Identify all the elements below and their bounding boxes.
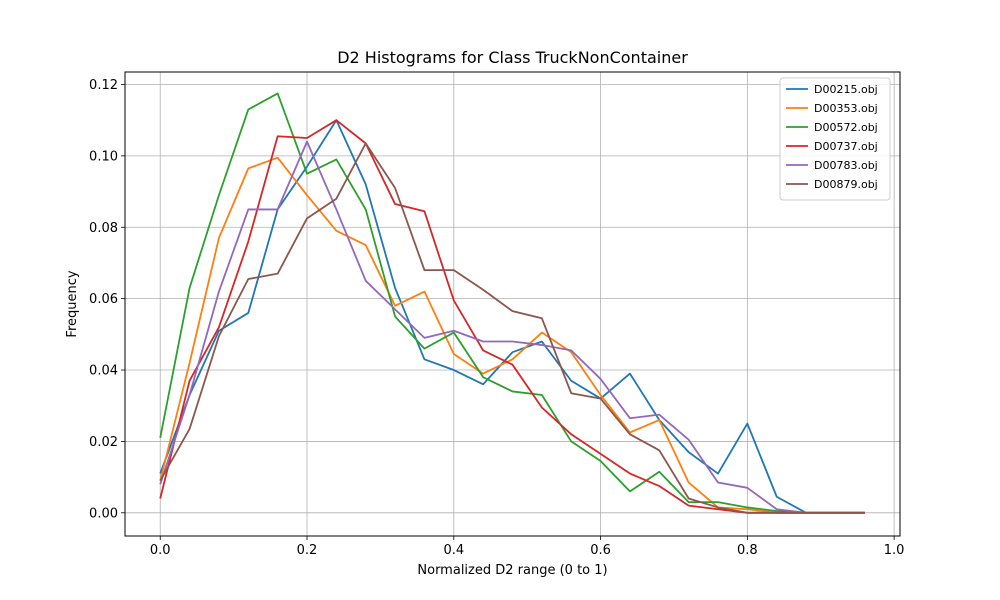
series-line-d00879-obj: [159, 142, 865, 514]
legend-entry: D00879.obj: [814, 178, 878, 191]
axis-ticks: 0.0 0.2 0.4 0.6 0.8 1.0 0.00 0.02 0.04 0.06 0.08 0.…: [89, 78, 904, 558]
chart-title: D2 Histograms for Class TruckNonContaine…: [337, 48, 688, 67]
legend-entry: D00353.obj: [814, 102, 878, 115]
x-tick-label: 0.8: [737, 543, 758, 558]
x-tick-label: 0.0: [150, 543, 171, 558]
plot-area-frame: [124, 71, 901, 537]
legend-entry: D00215.obj: [814, 83, 878, 96]
x-tick-label: 1.0: [884, 543, 905, 558]
series-line-d00353-obj: [159, 156, 865, 514]
x-tick-label: 0.6: [590, 543, 611, 558]
y-tick-label: 0.06: [89, 292, 118, 307]
y-axis-label: Frequency: [65, 270, 80, 337]
x-tick-label: 0.4: [443, 543, 464, 558]
y-tick-label: 0.08: [89, 221, 118, 236]
series-lines: [159, 92, 865, 514]
y-tick-label: 0.10: [89, 149, 118, 164]
legend: D00215.obj D00353.obj D00572.obj D00737.obj…: [779, 77, 891, 201]
y-tick-label: 0.12: [89, 78, 118, 93]
y-tick-label: 0.02: [89, 435, 118, 450]
legend-entry: D00572.obj: [814, 121, 878, 134]
legend-entry: D00783.obj: [814, 159, 878, 172]
y-tick-label: 0.00: [89, 506, 118, 521]
series-line-d00783-obj: [159, 140, 865, 514]
y-tick-label: 0.04: [89, 364, 118, 379]
x-axis-label: Normalized D2 range (0 to 1): [417, 563, 607, 578]
legend-entry: D00737.obj: [814, 140, 878, 153]
x-tick-label: 0.2: [297, 543, 318, 558]
series-line-d00572-obj: [159, 92, 865, 514]
